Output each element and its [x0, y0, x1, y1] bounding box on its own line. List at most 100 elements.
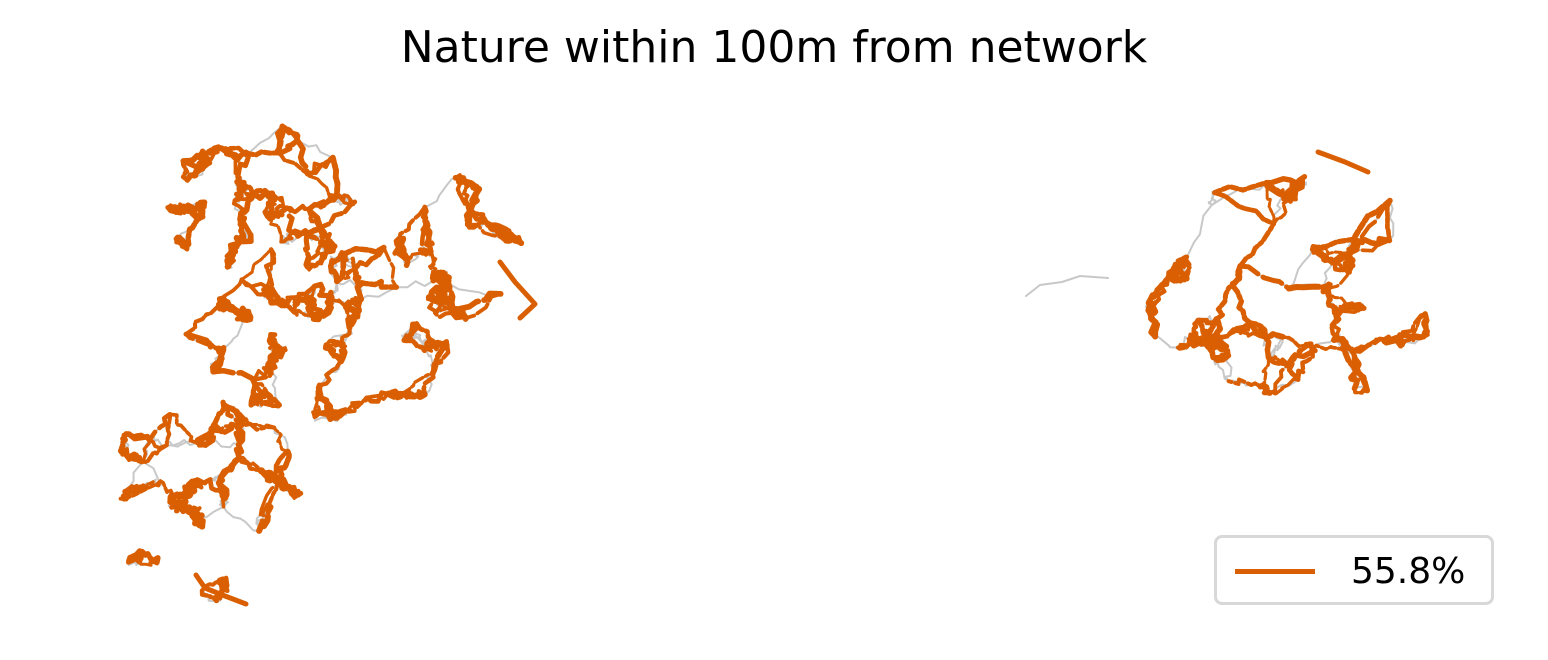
nature-segment [1191, 318, 1202, 338]
nature-segment [423, 342, 450, 352]
nature-segment [176, 503, 192, 515]
nature-segment [181, 482, 198, 500]
nature-segment [347, 311, 359, 331]
nature-segment [1352, 386, 1369, 395]
nature-segment [398, 252, 411, 268]
nature-overlap-layer [117, 123, 1430, 607]
nature-segment [158, 479, 175, 498]
nature-segment [1350, 235, 1393, 247]
nature-segment [165, 202, 187, 212]
nature-segment [324, 341, 345, 348]
network-segment [1267, 335, 1284, 359]
network-segment [247, 125, 284, 155]
nature-segment [461, 179, 473, 214]
nature-segment [320, 295, 335, 319]
nature-segment [256, 502, 274, 534]
nature-segment [126, 549, 142, 565]
nature-segment [1247, 320, 1269, 340]
network-segment [199, 505, 225, 519]
network-segment [360, 286, 398, 301]
nature-segment [1347, 238, 1392, 257]
nature-segment [210, 423, 242, 434]
network-segment [296, 139, 334, 159]
nature-segment [1229, 282, 1253, 326]
nature-segment [292, 296, 301, 313]
nature-segment [306, 206, 323, 231]
nature-segment [272, 449, 291, 479]
nature-segment [1237, 263, 1292, 291]
network-segment [1210, 181, 1268, 206]
nature-segment [183, 302, 222, 337]
network-segment [222, 319, 248, 351]
nature-segment [263, 247, 277, 291]
nature-segment [1212, 180, 1270, 196]
nature-segment [1285, 283, 1327, 292]
nature-segment [1303, 341, 1315, 352]
nature-segment [205, 145, 222, 166]
nature-segment [1205, 332, 1222, 341]
nature-segment [1214, 283, 1235, 322]
nature-segment [397, 205, 427, 241]
nature-segment [219, 296, 243, 314]
nature-segment [304, 232, 326, 246]
network-base-layer [119, 125, 1429, 602]
nature-segment [1310, 236, 1356, 251]
nature-segment [311, 281, 335, 301]
nature-segment [199, 159, 211, 172]
nature-segment [284, 203, 312, 215]
nature-segment [280, 301, 297, 315]
nature-segment [1346, 237, 1359, 257]
network-segment [423, 176, 457, 209]
nature-segment [315, 244, 337, 266]
nature-segment [305, 172, 333, 202]
nature-segment [342, 244, 387, 257]
nature-segment [245, 149, 282, 158]
nature-segment [343, 300, 360, 317]
nature-segment [430, 269, 445, 291]
nature-segment [1309, 244, 1336, 266]
nature-segment [1211, 352, 1231, 360]
legend-swatch [1235, 569, 1315, 574]
nature-segment [240, 247, 273, 282]
nature-segment [207, 477, 228, 502]
nature-segment [355, 278, 400, 290]
nature-segment [1150, 275, 1171, 309]
network-segment [1186, 204, 1213, 258]
nature-segment [1296, 346, 1315, 382]
nature-segment [1181, 254, 1193, 281]
nature-segment [233, 158, 244, 183]
nature-segment [497, 259, 538, 321]
nature-segment [277, 138, 299, 155]
network-segment [1388, 199, 1395, 242]
nature-segment [1218, 330, 1244, 340]
nature-segment [1349, 336, 1387, 354]
nature-segment [483, 219, 525, 246]
nature-segment [1186, 332, 1197, 346]
nature-segment [410, 321, 422, 335]
network-segment [1154, 335, 1179, 349]
nature-segment [290, 228, 308, 237]
nature-segment [238, 210, 254, 238]
nature-segment [216, 576, 230, 590]
nature-segment [468, 186, 482, 214]
nature-segment [307, 198, 333, 211]
nature-segment [185, 167, 205, 182]
nature-segment [118, 448, 144, 464]
nature-segment [433, 310, 469, 321]
network-segment [1212, 356, 1230, 383]
nature-segment [262, 389, 283, 408]
nature-segment [305, 294, 314, 318]
nature-segment [302, 231, 312, 270]
nature-segment [147, 412, 173, 443]
nature-segment [250, 187, 276, 201]
nature-segment [1420, 311, 1430, 340]
network-segment [273, 426, 289, 453]
nature-segment [200, 144, 223, 156]
nature-segment [401, 337, 428, 351]
nature-segment [176, 494, 189, 510]
nature-segment [1145, 301, 1159, 339]
nature-segment [359, 390, 391, 406]
nature-segment [268, 332, 287, 353]
nature-segment [289, 228, 309, 239]
